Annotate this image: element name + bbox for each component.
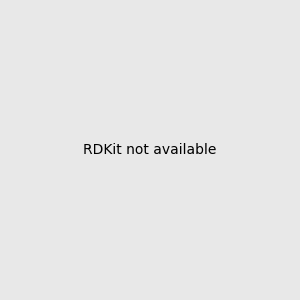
Text: RDKit not available: RDKit not available bbox=[83, 143, 217, 157]
